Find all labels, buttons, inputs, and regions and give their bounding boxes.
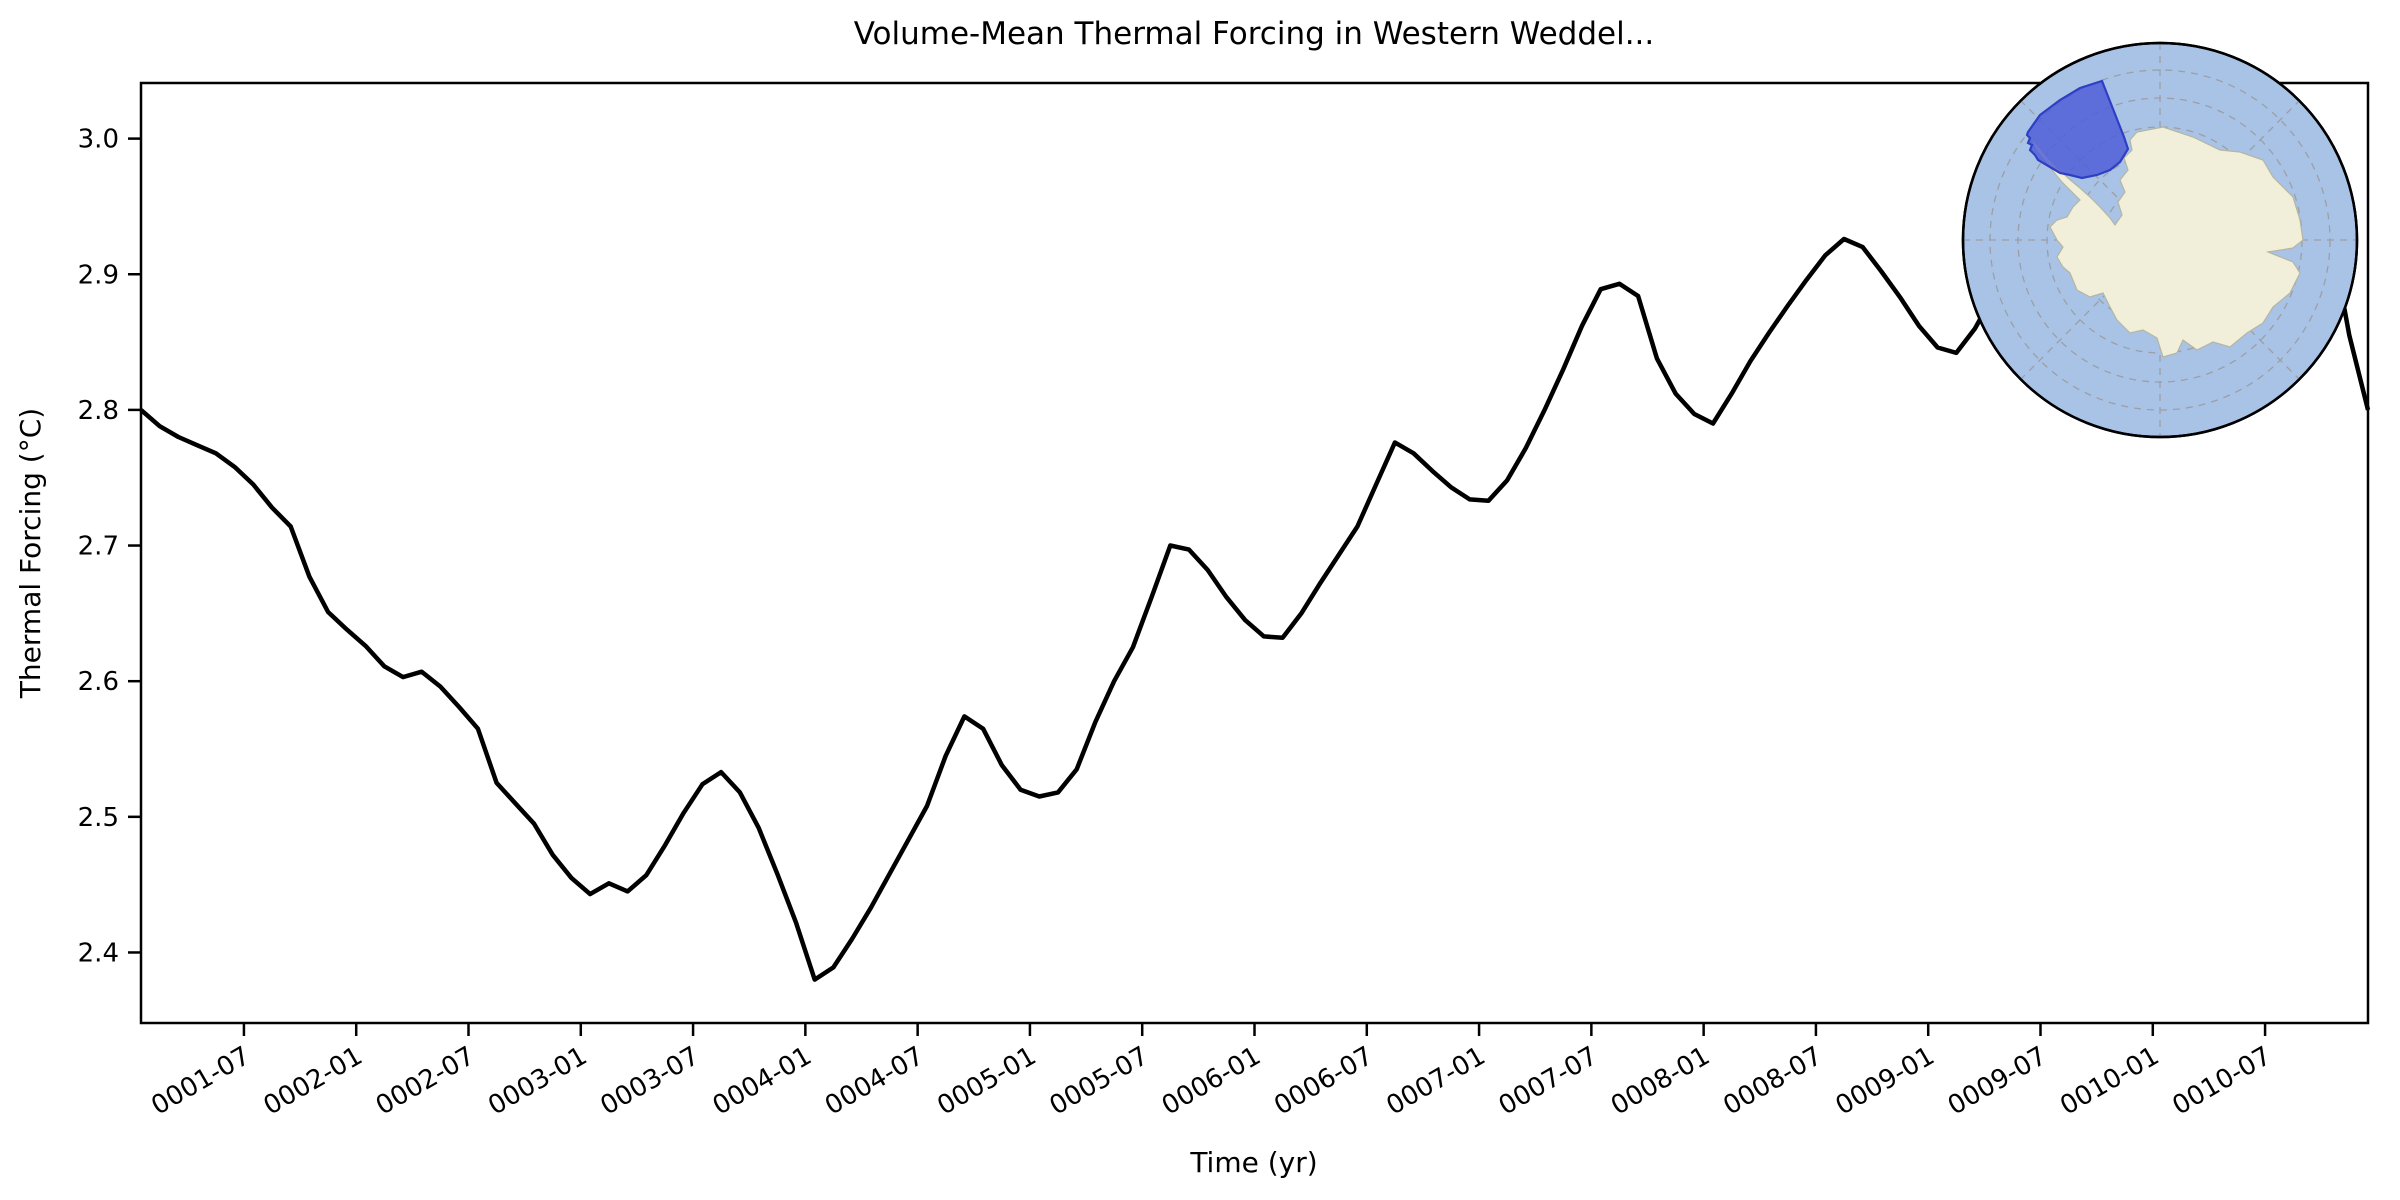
- antarctica-landmass: [2029, 126, 2304, 358]
- y-tick-label: 3.0: [78, 125, 119, 155]
- chart-title: Volume-Mean Thermal Forcing in Western W…: [854, 16, 1655, 52]
- x-tick-label: 0007-01: [1381, 1041, 1490, 1121]
- x-tick-label: 0009-01: [1831, 1041, 1940, 1121]
- x-tick-label: 0003-01: [483, 1041, 592, 1121]
- antarctica-inset-map: [1961, 41, 2359, 439]
- highlighted-region-western-weddell: [2025, 79, 2130, 180]
- y-tick-label: 2.8: [78, 396, 119, 426]
- x-axis-label: Time (yr): [1189, 1146, 1317, 1179]
- x-tick-label: 0009-07: [1943, 1041, 2052, 1121]
- x-tick-label: 0003-07: [595, 1041, 704, 1121]
- x-tick-label: 0010-01: [2055, 1041, 2164, 1121]
- x-tick-label: 0004-01: [708, 1041, 817, 1121]
- inset-map-rim: [1961, 41, 2359, 439]
- x-tick-label: 0008-07: [1718, 1041, 1827, 1121]
- x-tick-label: 0005-01: [932, 1041, 1041, 1121]
- x-tick-label: 0010-07: [2167, 1041, 2276, 1121]
- x-tick-label: 0001-07: [146, 1041, 255, 1121]
- x-tick-label: 0007-07: [1494, 1041, 1603, 1121]
- y-axis-ticks: 2.4 2.5 2.6 2.7 2.8 2.9 3.0: [78, 125, 141, 968]
- x-tick-label: 0002-07: [371, 1041, 480, 1121]
- x-tick-label: 0005-07: [1045, 1041, 1154, 1121]
- y-tick-label: 2.4: [78, 938, 119, 968]
- y-tick-label: 2.5: [78, 803, 119, 833]
- y-tick-label: 2.7: [78, 532, 119, 562]
- x-tick-label: 0002-01: [259, 1041, 368, 1121]
- y-tick-label: 2.9: [78, 260, 119, 290]
- x-tick-label: 0008-01: [1606, 1041, 1715, 1121]
- y-tick-label: 2.6: [78, 667, 119, 697]
- x-tick-label: 0006-07: [1269, 1041, 1378, 1121]
- x-tick-label: 0006-01: [1157, 1041, 1266, 1121]
- x-tick-label: 0004-07: [820, 1041, 929, 1121]
- x-axis-ticks: 0001-07 0002-01 0002-07 0003-01 0003-07 0004-…: [146, 1023, 2277, 1121]
- y-axis-label: Thermal Forcing (°C): [14, 408, 47, 699]
